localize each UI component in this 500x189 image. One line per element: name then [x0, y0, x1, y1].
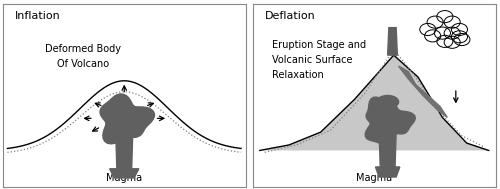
Text: Relaxation: Relaxation [272, 70, 324, 80]
Text: Magma: Magma [106, 173, 142, 183]
Polygon shape [365, 97, 416, 144]
Text: Deformed Body: Deformed Body [45, 44, 121, 54]
Polygon shape [398, 66, 448, 117]
Polygon shape [100, 94, 154, 144]
Ellipse shape [376, 95, 398, 108]
Text: Magma: Magma [356, 173, 393, 183]
Polygon shape [116, 132, 133, 172]
Polygon shape [376, 167, 400, 177]
Text: Of Volcano: Of Volcano [57, 59, 109, 69]
Polygon shape [110, 169, 139, 178]
Text: Deflation: Deflation [264, 11, 316, 21]
Polygon shape [260, 55, 488, 150]
Text: Inflation: Inflation [14, 11, 60, 21]
Polygon shape [379, 132, 396, 171]
Text: Eruption Stage and: Eruption Stage and [272, 40, 366, 50]
Polygon shape [388, 28, 398, 55]
Text: Volcanic Surface: Volcanic Surface [272, 55, 352, 65]
